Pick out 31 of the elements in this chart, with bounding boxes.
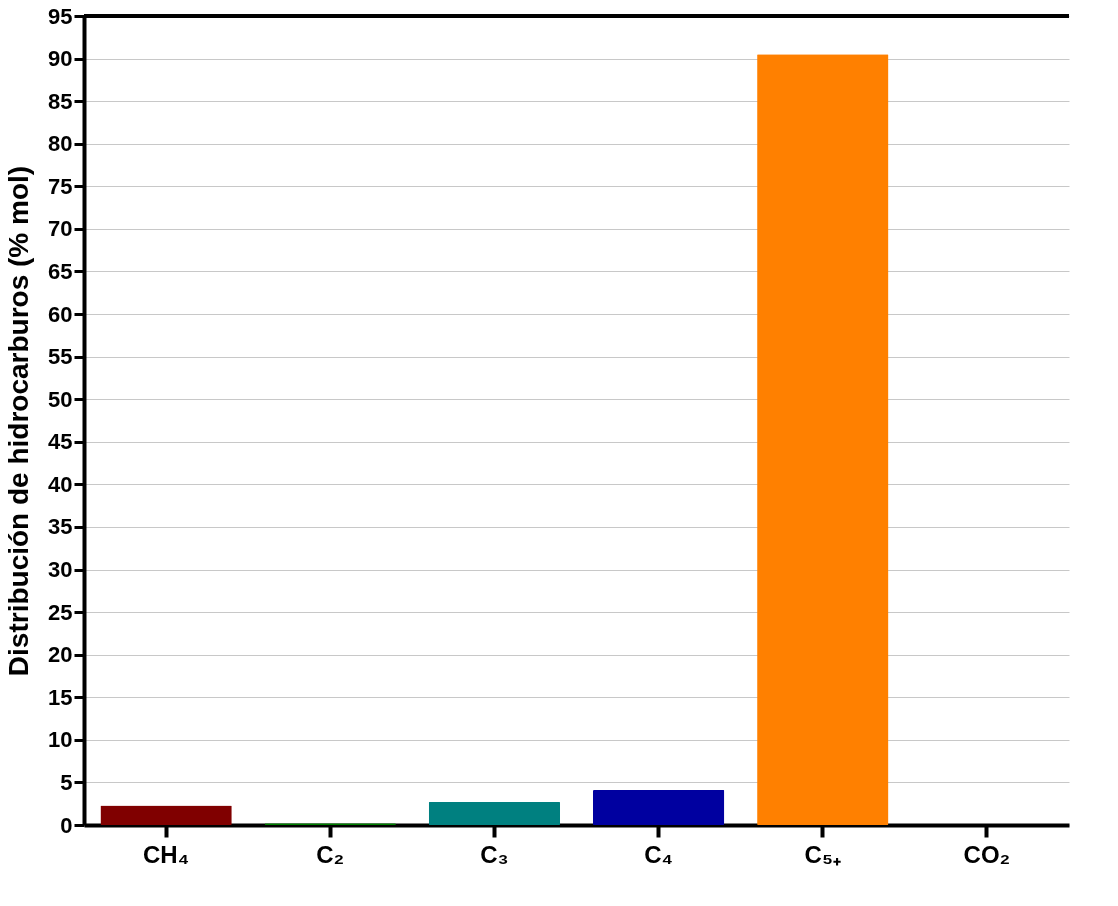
- y-tick-label: 80: [48, 131, 73, 157]
- bar: [100, 805, 232, 825]
- y-tick-label: 75: [48, 173, 73, 199]
- y-tick-label: 45: [48, 429, 73, 455]
- y-axis-title: Distribución de hidrocarburos (% mol): [3, 165, 35, 677]
- x-tick-label: C₄: [644, 840, 673, 868]
- y-tick-label: 20: [48, 642, 73, 668]
- y-tick-label: 55: [48, 344, 73, 370]
- y-tick-label: 40: [48, 471, 73, 497]
- bar: [592, 790, 725, 825]
- y-tick-label: 35: [48, 514, 73, 540]
- y-tick-label: 30: [48, 557, 73, 583]
- bar: [757, 54, 889, 825]
- y-tick-label: 5: [60, 769, 73, 795]
- y-tick-label: 95: [48, 3, 73, 29]
- x-tick-label: C₂: [316, 840, 345, 868]
- y-tick-label: 10: [48, 727, 73, 753]
- x-tick-label: C₅₊: [804, 840, 841, 868]
- y-tick-label: 0: [60, 812, 73, 838]
- y-tick-label: 65: [48, 258, 73, 284]
- x-tick-label: C₃: [480, 840, 509, 868]
- x-tick-label: CO₂: [963, 840, 1011, 868]
- y-tick-label: 85: [48, 88, 73, 114]
- y-tick-label: 50: [48, 386, 73, 412]
- y-tick-label: 25: [48, 599, 73, 625]
- x-tick-label: CH₄: [143, 840, 190, 868]
- y-tick-label: 60: [48, 301, 73, 327]
- bar: [428, 802, 561, 825]
- y-tick-label: 70: [48, 216, 73, 242]
- y-tick-label: 90: [48, 46, 73, 72]
- y-tick-label: 15: [48, 684, 73, 710]
